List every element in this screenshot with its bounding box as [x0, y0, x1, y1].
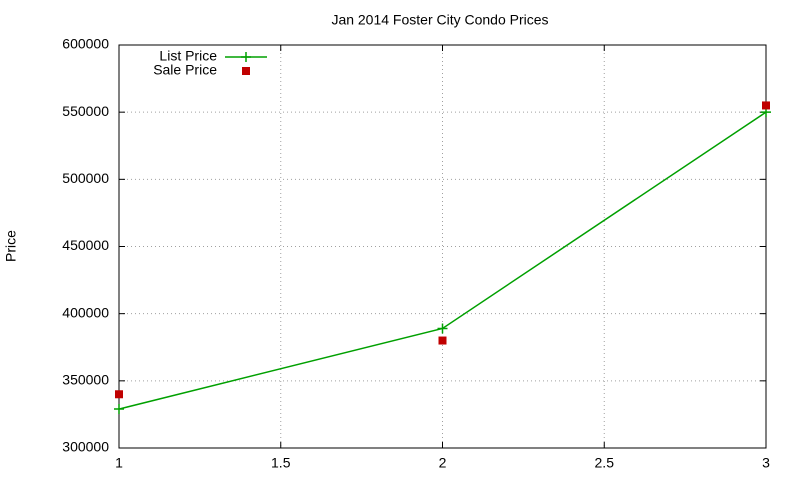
point [115, 390, 123, 399]
x-tick-label: 3 [762, 455, 770, 471]
y-tick-label: 300000 [62, 439, 109, 455]
point [437, 323, 448, 334]
x-tick-label: 2 [439, 455, 447, 471]
y-tick-label: 400000 [62, 304, 109, 320]
y-tick-label: 550000 [62, 103, 109, 119]
x-tick-label: 1 [115, 455, 123, 471]
y-tick-label: 450000 [62, 237, 109, 253]
y-tick-label: 500000 [62, 170, 109, 186]
point [438, 336, 447, 345]
legend-label: List Price [159, 48, 217, 64]
point [762, 101, 770, 110]
y-tick-label: 350000 [62, 372, 109, 388]
chart-title: Jan 2014 Foster City Condo Prices [331, 12, 548, 28]
y-axis-label: Price [3, 230, 19, 262]
series-line [118, 111, 767, 410]
x-tick-label: 2.5 [595, 455, 615, 471]
point [114, 404, 124, 415]
legend-label: Sale Price [153, 62, 217, 78]
legend-marker [242, 67, 250, 75]
x-tick-label: 1.5 [271, 455, 291, 471]
legend-marker [241, 52, 251, 62]
y-tick-label: 600000 [62, 36, 109, 52]
plot-frame [118, 44, 767, 449]
